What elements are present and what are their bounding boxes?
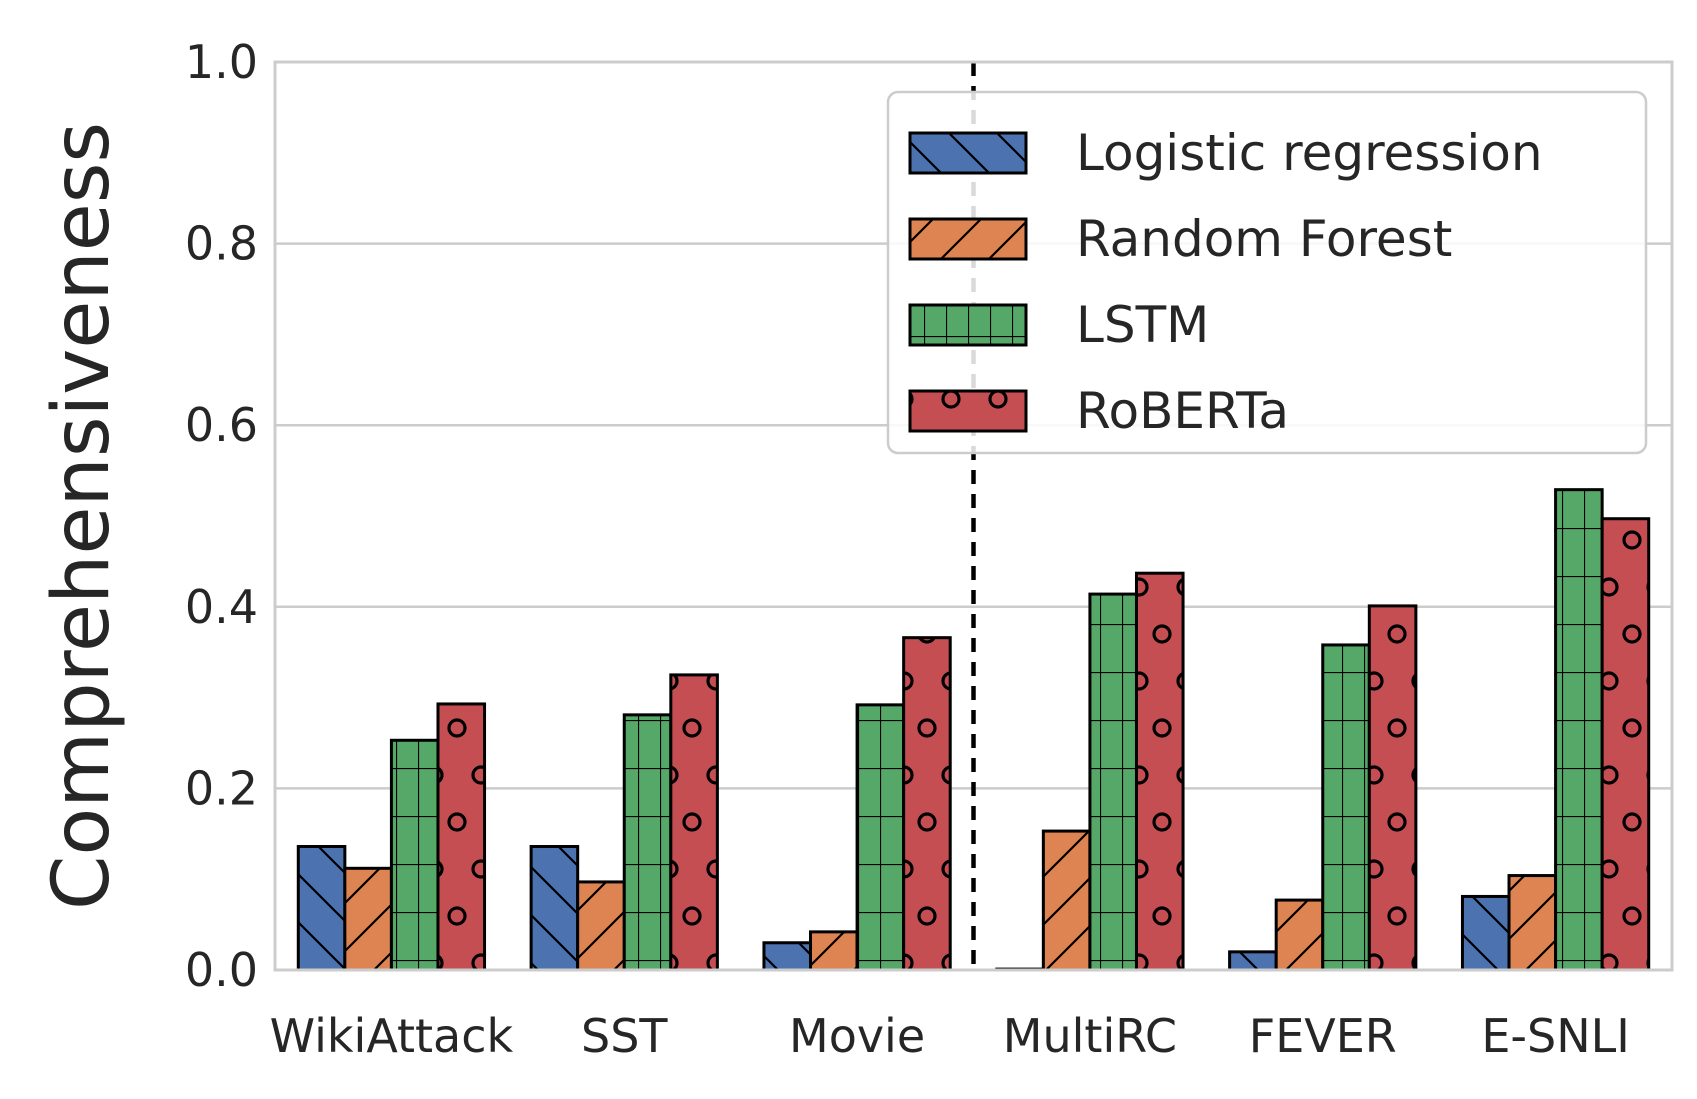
legend-label: Random Forest	[1076, 210, 1452, 268]
legend: Logistic regression Random Forest LSTM RoBE…	[886, 90, 1648, 455]
bar	[1228, 950, 1278, 972]
y-axis-label: Comprehensiveness	[37, 122, 127, 910]
bar-outline	[1554, 488, 1604, 972]
bar	[343, 866, 393, 972]
bar	[855, 703, 906, 972]
bar	[1041, 829, 1092, 972]
bar	[669, 673, 719, 972]
bar-outline	[436, 702, 487, 972]
bar-outline	[1321, 643, 1371, 972]
bar-outline	[343, 866, 393, 972]
plot-border	[273, 60, 1674, 972]
x-tick-label: FEVER	[1249, 1009, 1397, 1063]
bar-outline	[296, 845, 347, 972]
legend-label: Logistic regression	[1076, 124, 1543, 182]
axes: Comprehensiveness 0.0 0.2 0.4 0.6 0.8 1.0 Wiki…	[37, 35, 1630, 1063]
bar	[576, 880, 626, 972]
bar	[762, 941, 813, 972]
bar	[1321, 643, 1371, 972]
bar	[1367, 604, 1418, 972]
bar-outline	[855, 703, 906, 972]
bar-outline	[1134, 571, 1185, 972]
plot-frame	[273, 60, 1674, 972]
bar	[1554, 488, 1604, 972]
bar-outline	[622, 713, 673, 972]
legend-swatch-pattern	[908, 389, 1028, 433]
bar-outline	[1367, 604, 1418, 972]
bar	[1088, 592, 1138, 972]
bar-outline	[762, 941, 813, 972]
x-tick-label: E-SNLI	[1481, 1009, 1629, 1063]
legend-item: RoBERTa	[908, 382, 1289, 440]
bar	[1274, 898, 1325, 972]
legend-label: LSTM	[1076, 296, 1209, 354]
legend-item: LSTM	[908, 296, 1209, 354]
bar	[389, 738, 440, 972]
bar	[529, 845, 580, 972]
x-tick-label: MultiRC	[1003, 1009, 1177, 1063]
legend-swatch-pattern	[908, 217, 1028, 261]
bar	[1134, 571, 1185, 972]
bar-outline	[809, 930, 859, 972]
legend-item: Random Forest	[908, 210, 1452, 268]
legend-box	[886, 90, 1648, 455]
bar-outline	[529, 845, 580, 972]
bar	[902, 636, 952, 972]
bar-outline	[669, 673, 719, 972]
bar-outline	[1228, 950, 1278, 972]
bar-outline	[1274, 898, 1325, 972]
bar-outline	[1507, 874, 1558, 972]
legend-swatch-pattern	[908, 131, 1028, 175]
legend-item: Logistic regression	[908, 124, 1543, 182]
bars	[296, 62, 1651, 972]
y-tick-label: 1.0	[185, 35, 258, 89]
bar	[1600, 517, 1651, 972]
bar-outline	[576, 880, 626, 972]
x-tick-label: WikiAttack	[270, 1009, 514, 1063]
bar-outline	[902, 636, 952, 972]
x-tick-label: Movie	[789, 1009, 925, 1063]
bar	[436, 702, 487, 972]
bar-outline	[1460, 894, 1511, 972]
y-tick-label: 0.0	[185, 943, 258, 997]
bar	[296, 845, 347, 972]
bar	[622, 713, 673, 972]
x-tick-label: SST	[581, 1009, 668, 1063]
y-tick-label: 0.6	[185, 398, 258, 452]
bar-outline	[1600, 517, 1651, 972]
bar	[1460, 894, 1511, 972]
legend-label: RoBERTa	[1076, 382, 1289, 440]
y-tick-label: 0.8	[185, 217, 258, 271]
bar-outline	[1088, 592, 1138, 972]
y-tick-label: 0.4	[185, 580, 258, 634]
bar	[809, 930, 859, 972]
y-tick-label: 0.2	[185, 761, 258, 815]
legend-swatch-pattern	[908, 303, 1028, 347]
bar	[1507, 874, 1558, 972]
bar-outline	[389, 738, 440, 972]
bar-outline	[1041, 829, 1092, 972]
